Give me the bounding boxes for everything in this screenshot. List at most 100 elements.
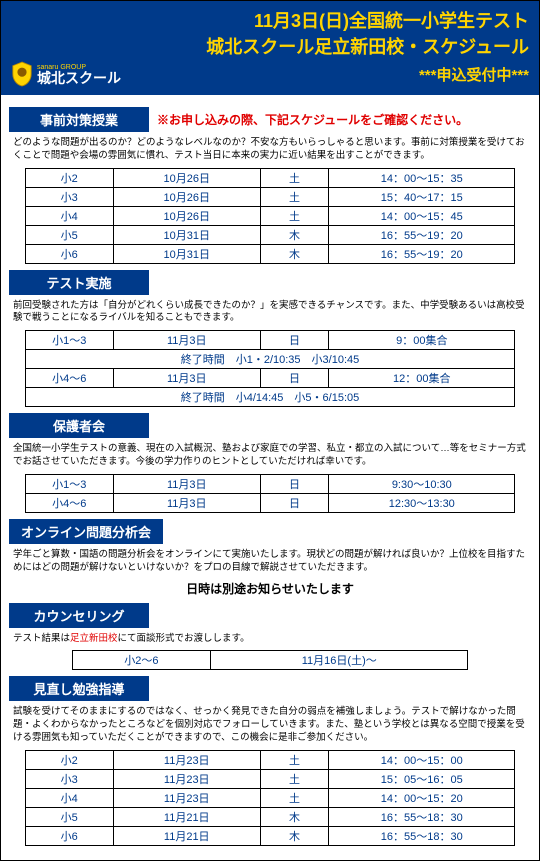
- table-cell: 小3: [25, 187, 113, 206]
- section-head-row: 事前対策授業 ※お申し込みの際、下記スケジュールをご確認ください。: [9, 107, 531, 132]
- table-cell: 小1～3: [25, 331, 113, 350]
- logo-text: sanaru GROUP 城北スクール: [37, 64, 121, 85]
- section-title-note: ※お申し込みの際、下記スケジュールをご確認ください。: [157, 111, 468, 128]
- section-head-row: カウンセリング: [9, 603, 531, 628]
- section-head-row: テスト実施: [9, 270, 531, 295]
- section-title: オンライン問題分析会: [9, 519, 163, 544]
- table-cell: 16：55～18：30: [329, 807, 515, 826]
- table-row: 小310月26日土15：40～17：15: [25, 187, 515, 206]
- table-cell: 小4～6: [25, 493, 113, 512]
- table-cell: 11月21日: [113, 826, 260, 845]
- table-cell: 9:30～10:30: [329, 474, 515, 493]
- table-row: 終了時間 小1・2/10:35 小3/10:45: [25, 350, 515, 369]
- table-cell: 12：00集合: [329, 369, 515, 388]
- table-cell: 木: [260, 826, 329, 845]
- table-cell: 小5: [25, 807, 113, 826]
- table-row: 小610月31日木16：55～19：20: [25, 244, 515, 263]
- table-cell: 土: [260, 206, 329, 225]
- table-cell: 木: [260, 807, 329, 826]
- table-row: 小411月23日土14：00～15：20: [25, 788, 515, 807]
- table-cell: 日: [260, 493, 329, 512]
- table-wrap: 小1～311月3日日9:30～10:30小4～611月3日日12:30～13:3…: [9, 474, 531, 513]
- highlight-text: 足立新田校: [70, 633, 118, 644]
- section-title: 保護者会: [9, 413, 149, 438]
- shield-icon: [11, 61, 33, 87]
- schedule-table: 小1～311月3日日9：00集合終了時間 小1・2/10:35 小3/10:45…: [25, 330, 516, 407]
- table-cell: 小2: [25, 168, 113, 187]
- section-title: 事前対策授業: [9, 107, 149, 132]
- table-cell: 10月31日: [113, 244, 260, 263]
- schedule-table: 小1～311月3日日9:30～10:30小4～611月3日日12:30～13:3…: [25, 474, 516, 513]
- table-cell: 土: [260, 168, 329, 187]
- table-cell: 11月23日: [113, 788, 260, 807]
- table-cell: 小1～3: [25, 474, 113, 493]
- section-desc: 学年ごと算数・国語の問題分析会をオンラインにて実施いたします。現状どの問題が解け…: [13, 549, 527, 575]
- page: 11月3日(日)全国統一小学生テスト 城北スクール足立新田校・スケジュール sa…: [0, 0, 540, 861]
- accepting-label: ***申込受付中***: [419, 64, 529, 85]
- table-cell: 小5: [25, 225, 113, 244]
- table-cell: 16：55～18：30: [329, 826, 515, 845]
- table-cell: 小4: [25, 206, 113, 225]
- table-cell: 土: [260, 187, 329, 206]
- table-row: 小510月31日木16：55～19：20: [25, 225, 515, 244]
- table-wrap: 小210月26日土14：00～15：35小310月26日土15：40～17：15…: [9, 168, 531, 264]
- section-title: 見直し勉強指導: [9, 676, 149, 701]
- section-title: テスト実施: [9, 270, 149, 295]
- section-desc: 全国統一小学生テストの意義、現在の入試概況、塾および家庭での学習、私立・都立の入…: [13, 443, 527, 469]
- schedule-table: 小211月23日土14：00～15：00小311月23日土15：05～16：05…: [25, 750, 516, 846]
- table-row: 小511月21日木16：55～18：30: [25, 807, 515, 826]
- table-span-cell: 終了時間 小4/14:45 小5・6/15:05: [25, 388, 515, 407]
- table-row: 小1～311月3日日9:30～10:30: [25, 474, 515, 493]
- centered-note: 日時は別途お知らせいたします: [9, 580, 531, 597]
- table-cell: 小4: [25, 788, 113, 807]
- table-cell: 14：00～15：35: [329, 168, 515, 187]
- table-cell: 10月26日: [113, 187, 260, 206]
- header: 11月3日(日)全国統一小学生テスト 城北スクール足立新田校・スケジュール sa…: [1, 1, 539, 95]
- table-cell: 16：55～19：20: [329, 244, 515, 263]
- section-desc: テスト結果は足立新田校にて面談形式でお渡しします。: [13, 633, 527, 646]
- schedule-table: 小2～611月16日(土)～: [72, 650, 469, 670]
- table-cell: 16：55～19：20: [329, 225, 515, 244]
- table-row: 終了時間 小4/14:45 小5・6/15:05: [25, 388, 515, 407]
- table-row: 小2～611月16日(土)～: [72, 651, 468, 670]
- table-wrap: 小211月23日土14：00～15：00小311月23日土15：05～16：05…: [9, 750, 531, 846]
- header-line1: 11月3日(日)全国統一小学生テスト: [11, 7, 529, 33]
- table-cell: 11月3日: [113, 493, 260, 512]
- section-title: カウンセリング: [9, 603, 149, 628]
- table-row: 小210月26日土14：00～15：35: [25, 168, 515, 187]
- section-desc: どのような問題が出るのか？どのようなレベルなのか？不安な方もいらっしゃると思いま…: [13, 137, 527, 163]
- header-row3: sanaru GROUP 城北スクール ***申込受付中***: [11, 61, 529, 87]
- logo-text-main: 城北スクール: [37, 71, 121, 85]
- section-desc: 試験を受けてそのままにするのではなく、せっかく発見できた自分の弱点を補強しましょ…: [13, 706, 527, 744]
- table-cell: 日: [260, 331, 329, 350]
- table-row: 小410月26日土14：00～15：45: [25, 206, 515, 225]
- table-span-cell: 終了時間 小1・2/10:35 小3/10:45: [25, 350, 515, 369]
- table-cell: 小4～6: [25, 369, 113, 388]
- table-cell: 10月26日: [113, 168, 260, 187]
- section-desc: 前回受験された方は「自分がどれくらい成長できたのか？」を実感できるチャンスです。…: [13, 300, 527, 326]
- logo: sanaru GROUP 城北スクール: [11, 61, 121, 87]
- table-cell: 10月26日: [113, 206, 260, 225]
- table-row: 小4～611月3日日12：00集合: [25, 369, 515, 388]
- table-cell: 15：40～17：15: [329, 187, 515, 206]
- table-wrap: 小1～311月3日日9：00集合終了時間 小1・2/10:35 小3/10:45…: [9, 330, 531, 407]
- table-cell: 日: [260, 369, 329, 388]
- table-cell: 土: [260, 788, 329, 807]
- table-row: 小4～611月3日日12:30～13:30: [25, 493, 515, 512]
- table-row: 小1～311月3日日9：00集合: [25, 331, 515, 350]
- table-cell: 12:30～13:30: [329, 493, 515, 512]
- section-head-row: 見直し勉強指導: [9, 676, 531, 701]
- section-head-row: 保護者会: [9, 413, 531, 438]
- table-wrap: 小2～611月16日(土)～: [9, 650, 531, 670]
- table-cell: 9：00集合: [329, 331, 515, 350]
- table-cell: 小6: [25, 244, 113, 263]
- content: 事前対策授業 ※お申し込みの際、下記スケジュールをご確認ください。どのような問題が…: [1, 95, 539, 860]
- table-cell: 11月16日(土)～: [211, 651, 468, 670]
- table-row: 小611月21日木16：55～18：30: [25, 826, 515, 845]
- table-cell: 11月21日: [113, 807, 260, 826]
- table-cell: 11月3日: [113, 474, 260, 493]
- table-cell: 小2～6: [72, 651, 211, 670]
- table-cell: 木: [260, 244, 329, 263]
- schedule-table: 小210月26日土14：00～15：35小310月26日土15：40～17：15…: [25, 168, 516, 264]
- table-cell: 10月31日: [113, 225, 260, 244]
